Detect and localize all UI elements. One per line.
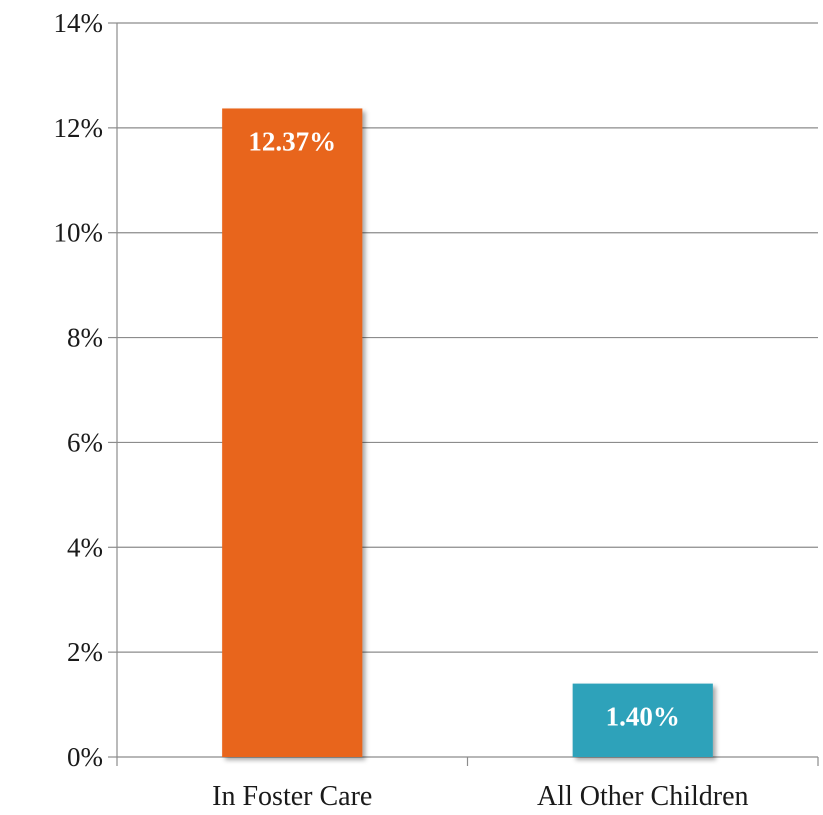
data-label: 1.40%: [606, 702, 680, 732]
bar: [572, 683, 713, 757]
axes: 0% 2% 4% 6% 8% 10% 12% 14%: [54, 8, 819, 772]
y-tick-label: 12%: [54, 113, 104, 143]
bar: [222, 108, 363, 758]
y-tick-label: 14%: [54, 8, 104, 38]
data-label: 12.37%: [248, 126, 336, 156]
y-tick-label: 8%: [67, 323, 103, 353]
x-category-label: In Foster Care: [212, 781, 372, 812]
x-category-label: All Other Children: [537, 781, 749, 812]
bars: [222, 108, 713, 758]
y-tick-label: 10%: [54, 218, 104, 248]
y-tick-label: 2%: [67, 637, 103, 667]
y-tick-label: 4%: [67, 532, 103, 562]
labels: In Foster Care 12.37% All Other Children 1.…: [212, 126, 748, 812]
y-tick-label: 0%: [67, 742, 103, 772]
y-tick-label: 6%: [67, 427, 103, 457]
